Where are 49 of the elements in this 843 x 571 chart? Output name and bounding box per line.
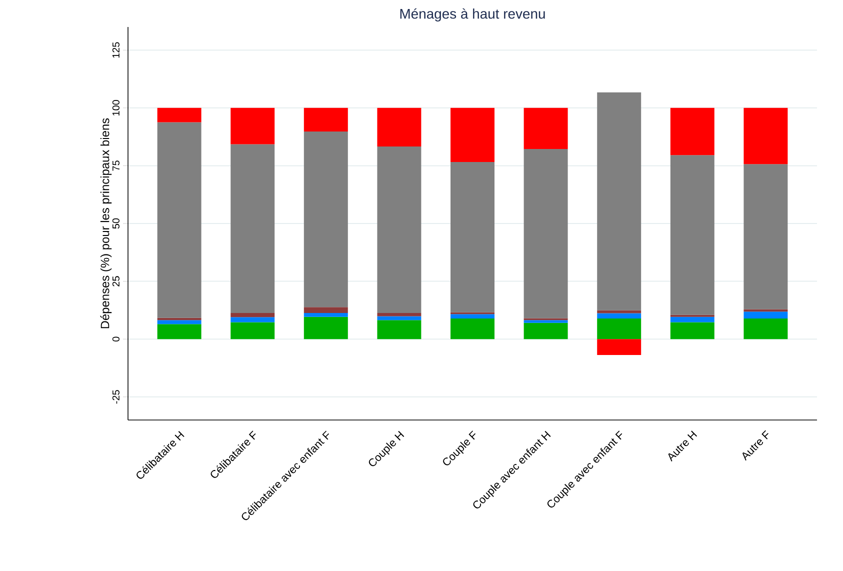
bar — [157, 122, 202, 318]
bar — [744, 318, 788, 340]
bar — [524, 149, 568, 318]
bar — [450, 314, 494, 319]
bar — [230, 312, 275, 318]
bar — [230, 317, 275, 322]
bar — [377, 312, 422, 316]
bar — [524, 320, 568, 323]
bar — [304, 108, 348, 132]
y-tick-label: 25 — [112, 276, 120, 286]
bar — [597, 92, 642, 310]
y-tick-label: 50 — [112, 218, 120, 229]
bar — [597, 318, 642, 340]
bar — [377, 316, 422, 320]
bar — [377, 320, 422, 340]
chart-title: Ménages à haut revenu — [400, 8, 545, 22]
bar — [744, 312, 788, 319]
y-tick-label: 100 — [112, 100, 120, 116]
bar — [377, 146, 422, 313]
bar — [230, 144, 275, 313]
bar — [157, 108, 202, 122]
y-tick-label: 0 — [112, 336, 120, 342]
bar — [450, 108, 494, 162]
bar — [670, 155, 714, 315]
y-axis-title: Dépenses (%) pour les principaux biens — [100, 118, 112, 328]
bar — [524, 322, 568, 340]
bar — [450, 162, 494, 312]
bar — [230, 322, 275, 340]
bar — [157, 320, 202, 324]
bar — [597, 313, 642, 319]
bar — [157, 324, 202, 340]
bar — [597, 310, 642, 314]
y-tick-label: 75 — [112, 160, 120, 171]
bar — [304, 307, 348, 313]
bar — [524, 108, 568, 150]
bar — [304, 316, 348, 340]
bar — [304, 312, 348, 317]
bar — [450, 318, 494, 340]
bar — [670, 108, 714, 156]
bar — [670, 322, 714, 340]
bar — [744, 108, 788, 164]
bar — [744, 164, 788, 310]
bar — [597, 339, 642, 356]
bar — [230, 108, 275, 144]
y-tick-label: 125 — [112, 42, 120, 58]
bar — [377, 108, 422, 147]
bar — [670, 316, 714, 322]
bar — [304, 131, 348, 308]
y-tick-label: -25 — [112, 390, 120, 404]
